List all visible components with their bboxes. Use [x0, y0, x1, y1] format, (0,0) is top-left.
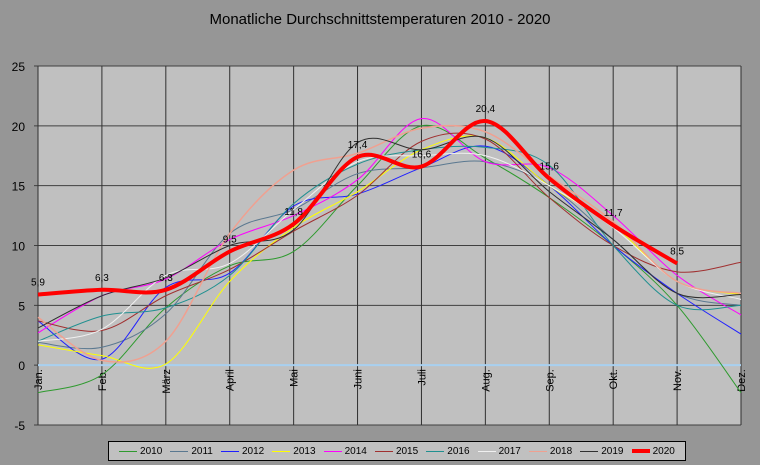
y-tick-label: 15: [12, 180, 26, 194]
legend-item-2013: 2013: [272, 445, 316, 457]
x-tick-label: Feb.: [97, 369, 109, 391]
y-tick-label: 0: [18, 359, 25, 373]
legend-label: 2019: [601, 445, 624, 457]
series-line-2016: [37, 145, 742, 342]
x-tick-label: Nov.: [672, 369, 684, 391]
x-tick-label: Jan.: [33, 369, 45, 390]
x-tick-label: April: [225, 369, 237, 391]
legend-label: 2017: [498, 445, 521, 457]
legend-swatch: [426, 450, 445, 452]
data-label: 6,3: [95, 273, 109, 284]
legend-item-2016: 2016: [426, 445, 470, 457]
x-tick-label: Dez.: [736, 369, 748, 392]
data-label: 17,4: [348, 140, 368, 151]
legend-item-2011: 2011: [170, 446, 213, 457]
legend-item-2015: 2015: [374, 445, 419, 457]
series-line-2019: [37, 135, 742, 329]
x-tick-label: Aug.: [480, 369, 492, 392]
legend-swatch: [220, 450, 239, 452]
x-tick-label: März: [161, 369, 173, 393]
legend-label: 2010: [140, 445, 163, 457]
legend-swatch: [477, 450, 496, 452]
series-line-2020: [37, 119, 679, 297]
data-label: 11,8: [284, 207, 303, 218]
legend-swatch: [580, 450, 599, 452]
data-label: 9,5: [223, 234, 237, 245]
data-label: 5,9: [31, 278, 45, 289]
legend-item-2019: 2019: [580, 445, 624, 457]
legend-label: 2018: [549, 445, 573, 457]
x-tick-label: Mai: [289, 369, 301, 387]
legend-item-2010: 2010: [119, 446, 162, 457]
x-tick-label: Sep.: [544, 369, 556, 392]
legend-swatch: [374, 450, 393, 452]
legend-item-2014: 2014: [323, 445, 367, 457]
data-label: 20,4: [476, 104, 496, 115]
legend-label: 2016: [447, 445, 470, 457]
legend-swatch: [170, 450, 189, 452]
legend-swatch: [119, 450, 138, 452]
legend-item-2017: 2017: [477, 445, 521, 457]
legend: 2010 2011 2012 2013 2014 2015 2016 2017 2018 2019…: [108, 441, 686, 461]
legend-label: 2013: [293, 445, 316, 457]
legend-swatch: [528, 450, 547, 452]
series-line-2010: [37, 124, 742, 394]
data-label: 6,3: [159, 273, 173, 284]
y-tick-label: 10: [12, 240, 26, 254]
data-label: 11,7: [604, 208, 623, 219]
legend-label: 2015: [395, 445, 419, 457]
legend-item-2012: 2012: [220, 445, 265, 457]
legend-item-2018: 2018: [528, 445, 573, 457]
line-chart: -5 0 5 10 15 20 25 Jan. Feb. März April Mai Juni Juli…: [12, 60, 748, 433]
legend-label: 2020: [652, 445, 675, 457]
x-tick-label: Juli: [416, 369, 428, 386]
legend-swatch: [323, 450, 342, 452]
legend-label: 2011: [191, 445, 213, 457]
y-tick-label: 5: [18, 299, 25, 313]
legend-swatch: [272, 450, 291, 452]
x-tick-label: Juni: [353, 369, 365, 389]
legend-label: 2014: [344, 445, 367, 457]
y-tick-label: 25: [12, 60, 26, 74]
legend-label: 2012: [241, 445, 265, 457]
legend-swatch: [631, 449, 650, 453]
data-label: 15,6: [540, 161, 560, 172]
chart-title: Monatliche Durchschnittstemperaturen 201…: [209, 11, 551, 28]
x-tick-label: Okt.: [608, 369, 620, 389]
y-tick-label: 20: [12, 120, 26, 134]
data-label: 16,6: [412, 150, 432, 161]
legend-item-2020: 2020: [631, 445, 675, 457]
data-label: 8,5: [670, 246, 684, 257]
y-tick-label: -5: [14, 419, 25, 433]
